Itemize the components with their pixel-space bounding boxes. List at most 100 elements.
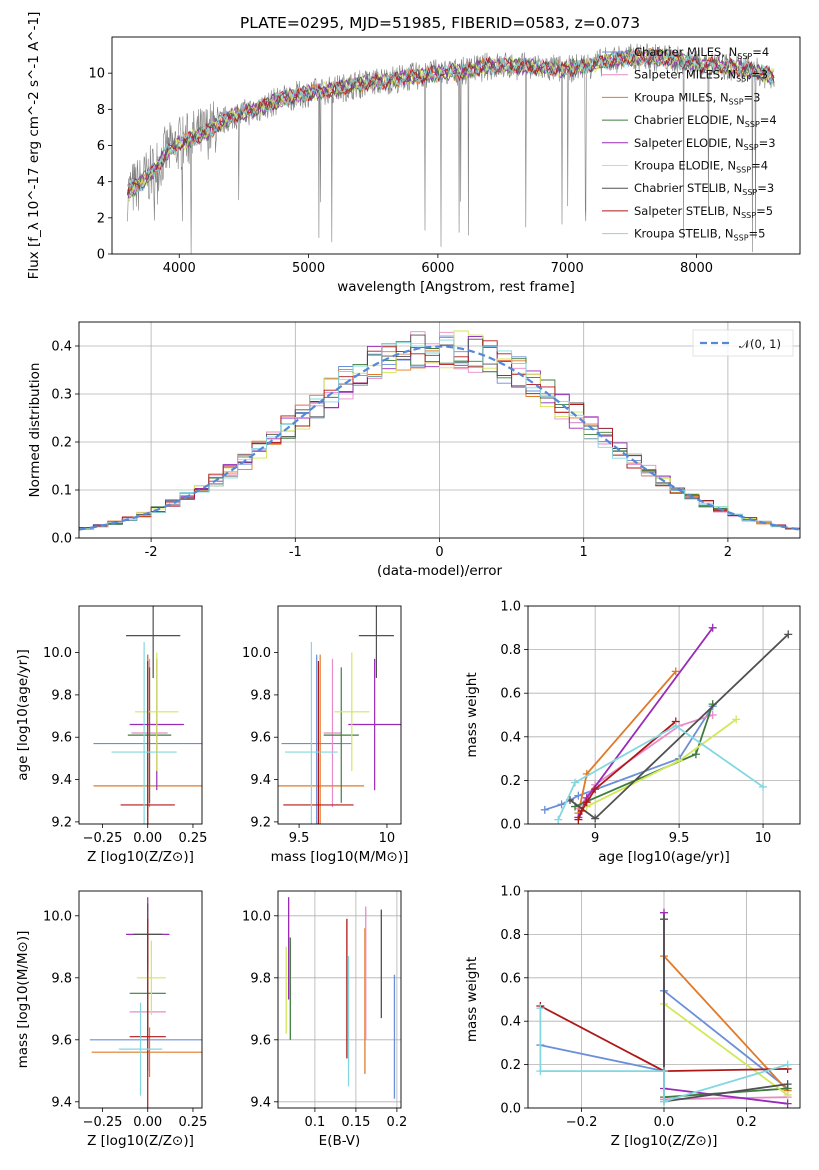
- weight-marker: [554, 815, 563, 824]
- weight-line-salpeter-elodie: [663, 912, 788, 1105]
- x-axis-label: Z [log10(Z/Z⊙)]: [87, 1133, 194, 1149]
- axes-frame: [78, 605, 203, 825]
- weight-line-salpeter-miles: [577, 714, 713, 810]
- y-axis-label: Flux [f_λ 10^-17 erg cm^-2 s^-1 A^-1]: [26, 12, 42, 280]
- weight-marker: [708, 711, 717, 719]
- legend-nssp: =5: [749, 227, 766, 241]
- y-axis-label: mass weight: [464, 957, 480, 1042]
- y-tick-label: 0.6: [500, 971, 521, 986]
- weight-marker: [732, 715, 741, 724]
- x-tick-label: 0.25: [178, 831, 207, 846]
- y-tick-label: 10.0: [242, 646, 271, 661]
- legend-box: [692, 329, 794, 357]
- y-tick-label: 0.8: [500, 643, 521, 658]
- legend-label: Salpeter STELIB, NSSP=5: [634, 204, 773, 220]
- legend-nssp: =4: [760, 113, 777, 127]
- model-salpeter-stelib: [127, 48, 775, 196]
- x-tick-label: 9.5: [289, 831, 310, 846]
- plot-area: [89, 897, 202, 1108]
- y-tick-label: 9.4: [51, 1095, 72, 1110]
- legend-label-text: Kroupa ELODIE, N: [634, 159, 736, 173]
- weight-marker: [536, 1067, 545, 1076]
- y-tick-label: 1.0: [500, 600, 521, 615]
- x-axis-label: Z [log10(Z/Z⊙)]: [611, 1133, 718, 1149]
- x-tick-label: 0.1: [305, 1115, 326, 1130]
- weight-line-kroupa-elodie: [663, 1003, 789, 1096]
- x-axis-label: age [log10(age/yr)]: [598, 849, 730, 865]
- histogram-kroupa-elodie: [79, 330, 800, 529]
- weight-marker: [582, 798, 591, 807]
- legend-subscript: SSP: [736, 166, 751, 175]
- weight-marker: [675, 756, 684, 765]
- y-tick-label: 0: [97, 248, 105, 263]
- legend-subscript: SSP: [742, 188, 757, 197]
- y-tick-label: 0.4: [500, 730, 521, 745]
- y-tick-label: 0.4: [500, 1015, 521, 1030]
- y-tick-label: 9.6: [51, 731, 72, 746]
- y-tick-label: 0.0: [500, 1102, 521, 1117]
- weight-marker: [671, 721, 680, 730]
- x-tick-label: 7000: [551, 261, 584, 276]
- weight-line-kroupa-miles: [663, 955, 789, 1092]
- y-tick-label: 2: [97, 211, 105, 226]
- panel-age_vs_mass: 9.5 10 9.2 9.4 9.6 9.8 10.0 mass [log10(M/M⊙)]: [242, 605, 409, 865]
- axes-frame: [527, 890, 801, 1109]
- legend-label: Chabrier MILES, NSSP=4: [634, 45, 769, 61]
- weight-marker: [759, 782, 768, 791]
- legend-label-text: Kroupa MILES, N: [634, 90, 729, 104]
- weight-marker: [574, 815, 583, 824]
- x-axis-label: (data-model)/error: [377, 563, 503, 579]
- legend-label-text: Chabrier MILES, N: [634, 45, 737, 59]
- panel-age_vs_Z: −0.25 0.00 0.25 9.2 9.4 9.6 9.8 10.0 Z [log10(Z/…: [15, 605, 207, 865]
- axes-frame: [527, 605, 801, 825]
- y-tick-label: 8: [97, 103, 105, 118]
- y-tick-label: 0.1: [51, 484, 72, 499]
- panel-mass_vs_Z: −0.25 0.00 0.25 9.4 9.6 9.8 10.0 Z [log10(Z/Z⊙)…: [15, 890, 207, 1149]
- axes-frame: [277, 605, 402, 825]
- normal-reference-curve: [79, 345, 800, 531]
- x-tick-label: −0.25: [83, 831, 123, 846]
- x-tick-label: 5000: [292, 261, 325, 276]
- weight-marker: [571, 778, 580, 787]
- y-tick-label: 9.8: [51, 688, 72, 703]
- legend-subscript: SSP: [734, 234, 749, 243]
- legend-nssp: =3: [751, 68, 768, 82]
- y-axis-label: mass [log10(M/M⊙)]: [15, 931, 31, 1069]
- y-tick-label: 0.3: [51, 388, 72, 403]
- x-tick-label: 6000: [421, 261, 454, 276]
- x-axis-label: E(B-V): [319, 1133, 361, 1149]
- plot-area: [528, 606, 800, 824]
- weight-marker: [660, 1067, 668, 1076]
- legend-label: Chabrier ELODIE, NSSP=4: [634, 113, 777, 129]
- x-tick-label: 8000: [680, 261, 713, 276]
- x-tick-label: −0.2: [566, 1115, 598, 1130]
- y-tick-label: 0.0: [51, 532, 72, 547]
- weight-marker: [540, 805, 549, 814]
- panel-mass_weight_vs_Z: −0.2 0.0 0.2 0.0 0.2 0.4 0.6 0.8 1.0 Z [log10(Z/Z…: [464, 885, 801, 1149]
- weight-marker: [536, 1004, 545, 1013]
- legend-subscript: SSP: [744, 143, 759, 152]
- y-tick-label: 9.4: [250, 773, 271, 788]
- weight-marker: [783, 1060, 792, 1069]
- y-tick-label: 0.0: [500, 818, 521, 833]
- plot-area: [528, 891, 800, 1108]
- y-axis-label: age [log10(age/yr)]: [15, 649, 31, 781]
- y-axis-label: Normed distribution: [27, 363, 43, 498]
- weight-marker: [708, 623, 717, 632]
- x-tick-label: −0.25: [83, 1115, 123, 1130]
- legend-label: Salpeter ELODIE, NSSP=3: [634, 136, 776, 152]
- plot-area: [79, 322, 800, 538]
- legend-label-text: Kroupa STELIB, N: [634, 227, 734, 241]
- axes-frame: [78, 321, 801, 539]
- model-kroupa-stelib: [127, 49, 775, 195]
- axes-frame: [78, 890, 203, 1109]
- legend-nssp: =3: [759, 136, 776, 150]
- x-tick-label: 0.25: [178, 1115, 207, 1130]
- y-tick-label: 9.2: [250, 815, 271, 830]
- legend-label: Kroupa MILES, NSSP=3: [634, 90, 760, 106]
- x-axis-label: mass [log10(M/M⊙)]: [271, 849, 409, 865]
- panel-mass_weight_vs_age: 9 9.5 10 0.0 0.2 0.4 0.6 0.8 1.0 age [log10(age/y…: [464, 600, 801, 865]
- histogram-salpeter-stelib: [79, 340, 800, 530]
- legend-label: 𝒩(0, 1): [739, 337, 781, 351]
